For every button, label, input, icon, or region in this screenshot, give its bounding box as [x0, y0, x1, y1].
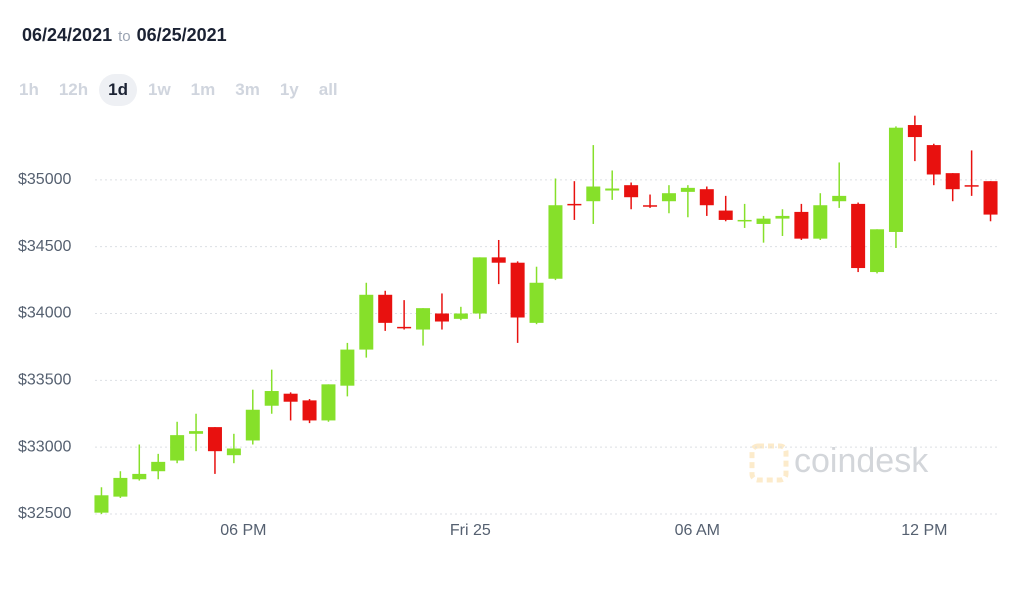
date-to: 06/25/2021	[136, 25, 227, 45]
y-tick-label: $34500	[18, 238, 71, 255]
candle-body	[321, 384, 336, 421]
candle-body	[264, 391, 279, 406]
candle-body	[567, 203, 582, 206]
candle-body	[813, 205, 828, 239]
range-button[interactable]: 12h	[50, 74, 97, 106]
candle-body	[472, 257, 487, 314]
candle-body	[434, 313, 449, 322]
candle-body	[926, 145, 941, 175]
x-tick-label: 06 AM	[675, 522, 720, 539]
range-button[interactable]: 1h	[10, 74, 48, 106]
candle-body	[586, 186, 601, 202]
candle-body	[151, 461, 166, 472]
candle-body	[510, 262, 525, 318]
watermark: coindesk	[794, 442, 929, 480]
candle-body	[718, 210, 733, 220]
range-button[interactable]: 1d	[99, 74, 137, 106]
date-to-word: to	[118, 28, 131, 45]
x-tick-label: 12 PM	[901, 522, 947, 539]
range-button[interactable]: 1y	[271, 74, 308, 106]
candle-body	[491, 257, 506, 263]
candle-body	[964, 185, 979, 187]
candle-body	[245, 409, 260, 441]
y-tick-label: $35000	[18, 171, 71, 188]
candle-body	[397, 326, 412, 329]
candle-body	[756, 218, 771, 224]
candle-body	[548, 205, 563, 279]
y-tick-label: $32500	[18, 505, 71, 522]
x-tick-label: 06 PM	[220, 522, 266, 539]
candle-body	[737, 219, 752, 222]
candle-body	[378, 294, 393, 323]
range-button[interactable]: 3m	[226, 74, 269, 106]
range-button[interactable]: 1w	[139, 74, 180, 106]
candle-body	[661, 193, 676, 202]
candle-body	[453, 313, 468, 319]
candle-body	[624, 185, 639, 198]
candle-body	[340, 349, 355, 386]
candle-body	[699, 189, 714, 206]
candle-body	[888, 127, 903, 232]
candle-body	[832, 195, 847, 202]
y-tick-label: $33500	[18, 372, 71, 389]
candle-body	[226, 448, 241, 456]
candle-body	[302, 400, 317, 421]
candle-body	[643, 205, 658, 207]
date-range: 06/24/2021 to 06/25/2021	[22, 25, 227, 46]
candle-body	[207, 427, 222, 452]
candle-body	[132, 473, 147, 480]
y-tick-label: $33000	[18, 438, 71, 455]
x-tick-label: Fri 25	[450, 522, 491, 539]
candle-body	[605, 188, 620, 191]
candle-body	[870, 229, 885, 273]
watermark-logo	[749, 443, 789, 483]
candle-body	[113, 477, 128, 497]
range-button[interactable]: all	[310, 74, 347, 106]
candle-body	[94, 495, 109, 513]
candle-body	[359, 294, 374, 350]
candle-body	[283, 393, 298, 402]
candle-body	[945, 173, 960, 190]
date-from: 06/24/2021	[22, 25, 113, 45]
candle-body	[680, 187, 695, 192]
candle-body	[851, 203, 866, 269]
candle-body	[983, 181, 998, 215]
candle-body	[775, 215, 790, 219]
candle-body	[189, 431, 204, 434]
range-buttons: 1h 12h 1d 1w 1m 3m 1y all	[10, 74, 347, 106]
candle-body	[170, 435, 185, 461]
candle-body	[529, 282, 544, 323]
candle-body	[794, 211, 809, 239]
candle-body	[416, 308, 431, 330]
candle-body	[907, 125, 922, 138]
y-tick-label: $34000	[18, 305, 71, 322]
range-button[interactable]: 1m	[182, 74, 225, 106]
